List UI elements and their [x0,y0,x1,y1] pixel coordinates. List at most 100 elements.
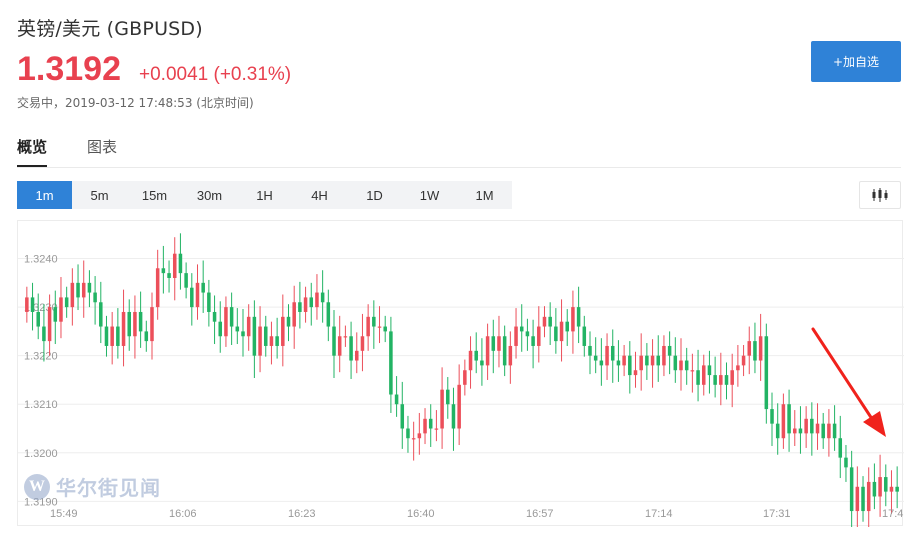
candle-body [872,481,877,497]
candle-body [719,375,723,385]
candle-body [76,282,80,298]
candle-body [895,486,899,492]
period-1w[interactable]: 1W [419,187,440,203]
candle-body [127,311,131,337]
candle-body [849,467,854,512]
candle-body [616,360,621,366]
x-tick-label: 16:06 [169,508,197,520]
candle-body [155,268,160,308]
candle-body [246,316,251,337]
x-tick-label: 17:31 [763,508,791,520]
candle-body [326,302,331,327]
candle-body [372,316,376,327]
candle-body [389,331,393,395]
tab-chart[interactable]: 图表 [87,138,118,156]
candle-body [292,302,296,327]
candle-body [394,394,399,405]
chart-type-button[interactable] [859,181,901,209]
candle-body [343,336,348,338]
candle-body [696,370,700,385]
period-15m[interactable]: 15m [141,187,168,203]
last-price: 1.3192 [17,50,121,88]
candle-body [724,375,729,385]
candle-body [690,370,695,372]
candle-body [110,326,114,346]
candle-body [628,355,632,376]
candle-body [519,326,524,332]
candle-body [844,457,848,468]
candle-body [190,287,194,308]
period-1h[interactable]: 1H [256,187,273,203]
candle-body [605,345,609,366]
candle-body [747,341,752,356]
tab-overview[interactable]: 概览 [17,136,48,167]
candle-body [770,409,774,424]
candle-body [144,331,149,342]
candle-body [25,297,29,312]
candle-body [656,355,661,366]
candle-body [838,438,843,458]
candle-body [201,282,205,293]
period-1mo[interactable]: 1M [475,187,494,203]
candle-body [275,336,279,346]
candle-body [861,486,865,512]
candle-body [758,336,763,361]
candle-body [878,477,882,497]
y-tick-label: 1.3240 [24,254,58,266]
candle-body [633,370,638,376]
watermark: W 华尔街见闻 [24,472,161,501]
period-5m[interactable]: 5m [90,187,109,203]
candle-body [639,355,643,371]
candle-body [593,355,598,361]
candle-body [332,326,336,356]
candle-body [87,282,92,293]
candle-body [571,307,575,332]
candle-body [36,311,40,327]
candle-body [775,423,780,439]
candle-body [184,273,188,288]
instrument-title: 英镑/美元 (GBPUSD) [17,18,203,40]
candle-body [269,336,274,346]
candle-body [315,292,319,308]
candle-body [832,423,837,439]
candle-body [793,428,797,434]
candle-body [298,302,302,312]
candle-body [360,336,365,351]
candle-body [810,418,814,434]
candle-body [673,355,678,371]
candle-body [610,345,615,361]
candlestick-icon [872,188,888,202]
period-30m[interactable]: 30m [196,187,223,203]
candle-body [622,355,626,366]
candle-body [537,326,541,346]
candle-body [30,297,35,312]
y-tick-label: 1.3210 [24,399,58,411]
candle-body [884,477,888,492]
candle-body [281,316,285,346]
candle-body [235,326,240,332]
candle-body [588,345,592,356]
candle-body [514,326,518,346]
candle-body [59,297,63,322]
candle-body [667,345,672,356]
candle-body [787,404,791,434]
candle-body [161,268,166,274]
candle-body [178,253,183,274]
candle-body [855,486,860,512]
y-tick-label: 1.3220 [24,351,58,363]
candle-body [229,307,234,327]
period-1d[interactable]: 1D [366,187,383,203]
price-row: 1.3192 +0.0041 (+0.31%) [17,50,291,89]
candle-body [417,433,422,439]
period-selector: 1m 5m 15m 30m 1H 4H 1D 1W 1M [17,181,512,209]
x-tick-label: 15:49 [50,508,78,520]
period-1m[interactable]: 1m [17,181,72,209]
candle-body [99,302,103,327]
tab-divider [17,167,901,168]
candle-body [542,316,547,327]
candle-body [798,428,803,434]
add-watchlist-button[interactable]: +加自选 [811,41,901,82]
period-4h[interactable]: 4H [311,187,328,203]
price-chart[interactable]: 1.3240 1.3230 1.3220 1.3210 1.3200 1.3190 15:4… [17,220,904,527]
candle-body [701,365,706,385]
